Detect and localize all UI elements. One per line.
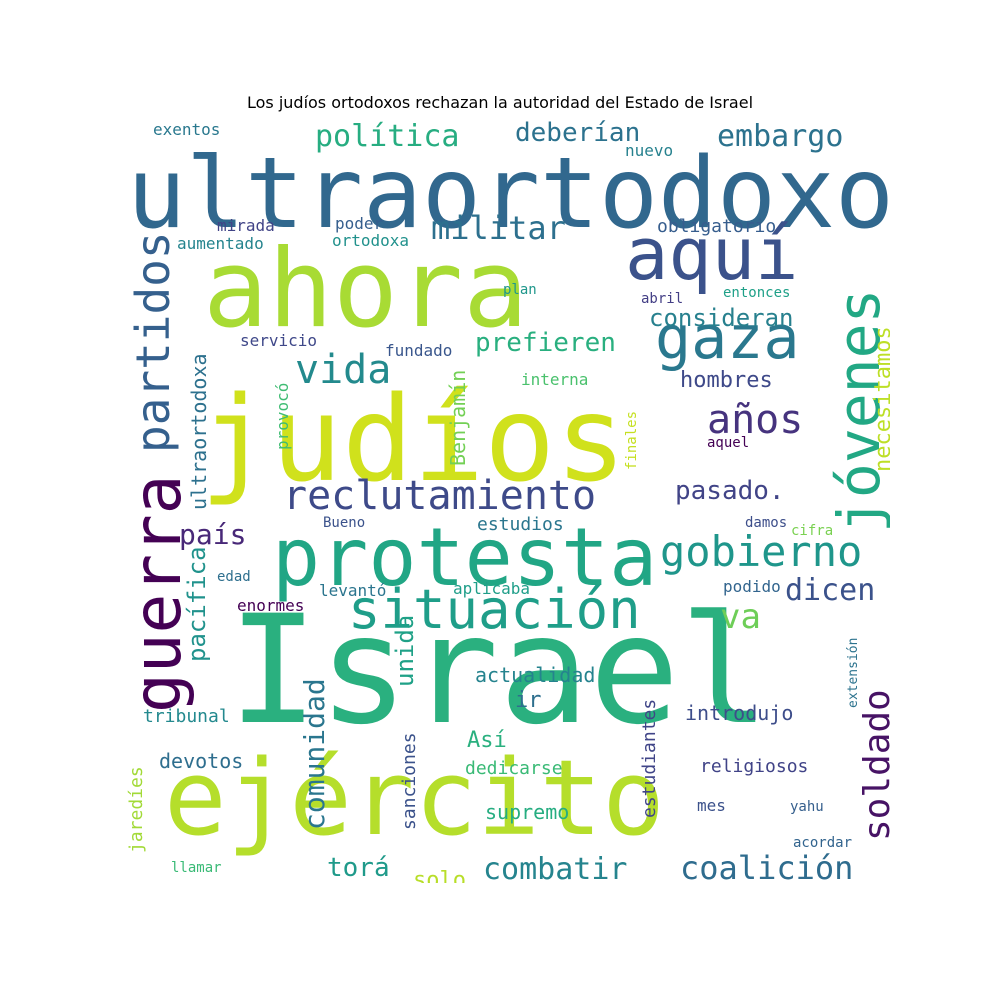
word-asi: Así (467, 728, 507, 753)
word-podido: podido (723, 577, 781, 596)
word-bueno: Bueno (323, 515, 366, 531)
word-ultraortodoxa: ultraortodoxa (187, 353, 211, 510)
word-solo: solo (413, 868, 466, 884)
word-aplicaba: aplicaba (453, 579, 531, 598)
word-levanto: levantó (319, 581, 387, 600)
word-devotos: devotos (159, 749, 244, 773)
word-gaza: gaza (655, 303, 800, 373)
word-ahora: ahora (203, 227, 529, 352)
word-cloud: Israel judíos ultraortodoxo ahora ejérci… (125, 118, 890, 883)
word-exentos: exentos (153, 120, 221, 139)
word-pacifica: pacífica (183, 546, 211, 662)
word-plan: plan (503, 282, 537, 298)
word-ortodoxa: ortodoxa (332, 231, 410, 250)
word-vida: vida (295, 347, 392, 393)
word-ir: ir (515, 688, 542, 713)
word-benjamin: Benjamín (446, 369, 470, 466)
word-protesta: protesta (272, 511, 658, 604)
word-llamar: llamar (171, 860, 222, 876)
word-israel: Israel (228, 584, 770, 758)
word-embargo: embargo (717, 119, 844, 154)
word-va: va (720, 597, 761, 637)
word-jaredies: jaredíes (126, 766, 147, 853)
word-extension: extensión (846, 637, 861, 708)
word-necesitamos: necesitamos (871, 326, 890, 472)
word-supremo: supremo (485, 800, 570, 824)
word-abril: abril (641, 291, 684, 307)
word-acordar: acordar (793, 835, 853, 851)
word-estudiantes: estudiantes (639, 698, 660, 818)
word-finales: finales (624, 410, 640, 470)
word-deberian: deberían (515, 118, 641, 148)
word-tora: torá (327, 853, 390, 883)
word-aquel: aquel (707, 435, 750, 451)
word-dedicarse: dedicarse (465, 758, 563, 779)
word-nuevo: nuevo (625, 141, 674, 160)
word-actualidad: actualidad (475, 663, 596, 687)
word-consideran: consideran (649, 304, 794, 332)
word-provoco: provocó (273, 382, 292, 450)
word-pais: país (179, 518, 247, 551)
word-comunidad: comunidad (298, 678, 331, 830)
word-dicen: dicen (785, 573, 876, 608)
word-mes: mes (697, 796, 726, 815)
word-poder: poder (335, 214, 384, 233)
word-situacion: situación (348, 578, 641, 641)
word-soldado: soldado (857, 689, 890, 841)
word-edad: edad (217, 569, 251, 585)
word-yahu: yahu (790, 799, 824, 815)
word-ejercito: ejército (164, 737, 665, 859)
word-sanciones: sanciones (399, 732, 420, 830)
word-militar: militar (431, 209, 566, 247)
word-mirada: mirada (217, 216, 275, 235)
word-obligatorio: obligatorio (657, 216, 777, 237)
chart-title: Los judíos ortodoxos rechazan la autorid… (246, 93, 754, 112)
word-reclutamiento: reclutamiento (283, 473, 597, 519)
word-combatir: combatir (483, 852, 628, 884)
word-gobierno: gobierno (660, 527, 863, 576)
word-entonces: entonces (723, 285, 791, 301)
word-tribunal: tribunal (143, 706, 230, 727)
word-guerra: guerra (125, 474, 196, 713)
word-politica: política (315, 119, 460, 154)
word-pasado: pasado. (675, 476, 785, 506)
word-damos: damos (745, 515, 788, 531)
word-coalicion: coalición (680, 849, 854, 883)
word-introdujo: introdujo (685, 701, 794, 725)
word-prefieren: prefieren (475, 328, 616, 358)
word-servicio: servicio (240, 331, 318, 350)
word-ultraortodoxo: ultraortodoxo (127, 137, 890, 251)
word-fundado: fundado (385, 341, 453, 360)
word-judios: judíos (200, 370, 627, 508)
word-interna: interna (521, 370, 589, 389)
word-enormes: enormes (237, 596, 305, 615)
word-anos: años (707, 397, 804, 443)
word-partidos: partidos (126, 231, 180, 453)
word-religiosos: religiosos (700, 756, 809, 777)
word-hombres: hombres (680, 368, 773, 393)
word-aumentado: aumentado (177, 234, 264, 253)
word-estudios: estudios (477, 514, 564, 535)
word-cifra: cifra (791, 523, 834, 539)
word-unida: unida (391, 614, 419, 687)
word-aqui: aquí (625, 212, 799, 296)
